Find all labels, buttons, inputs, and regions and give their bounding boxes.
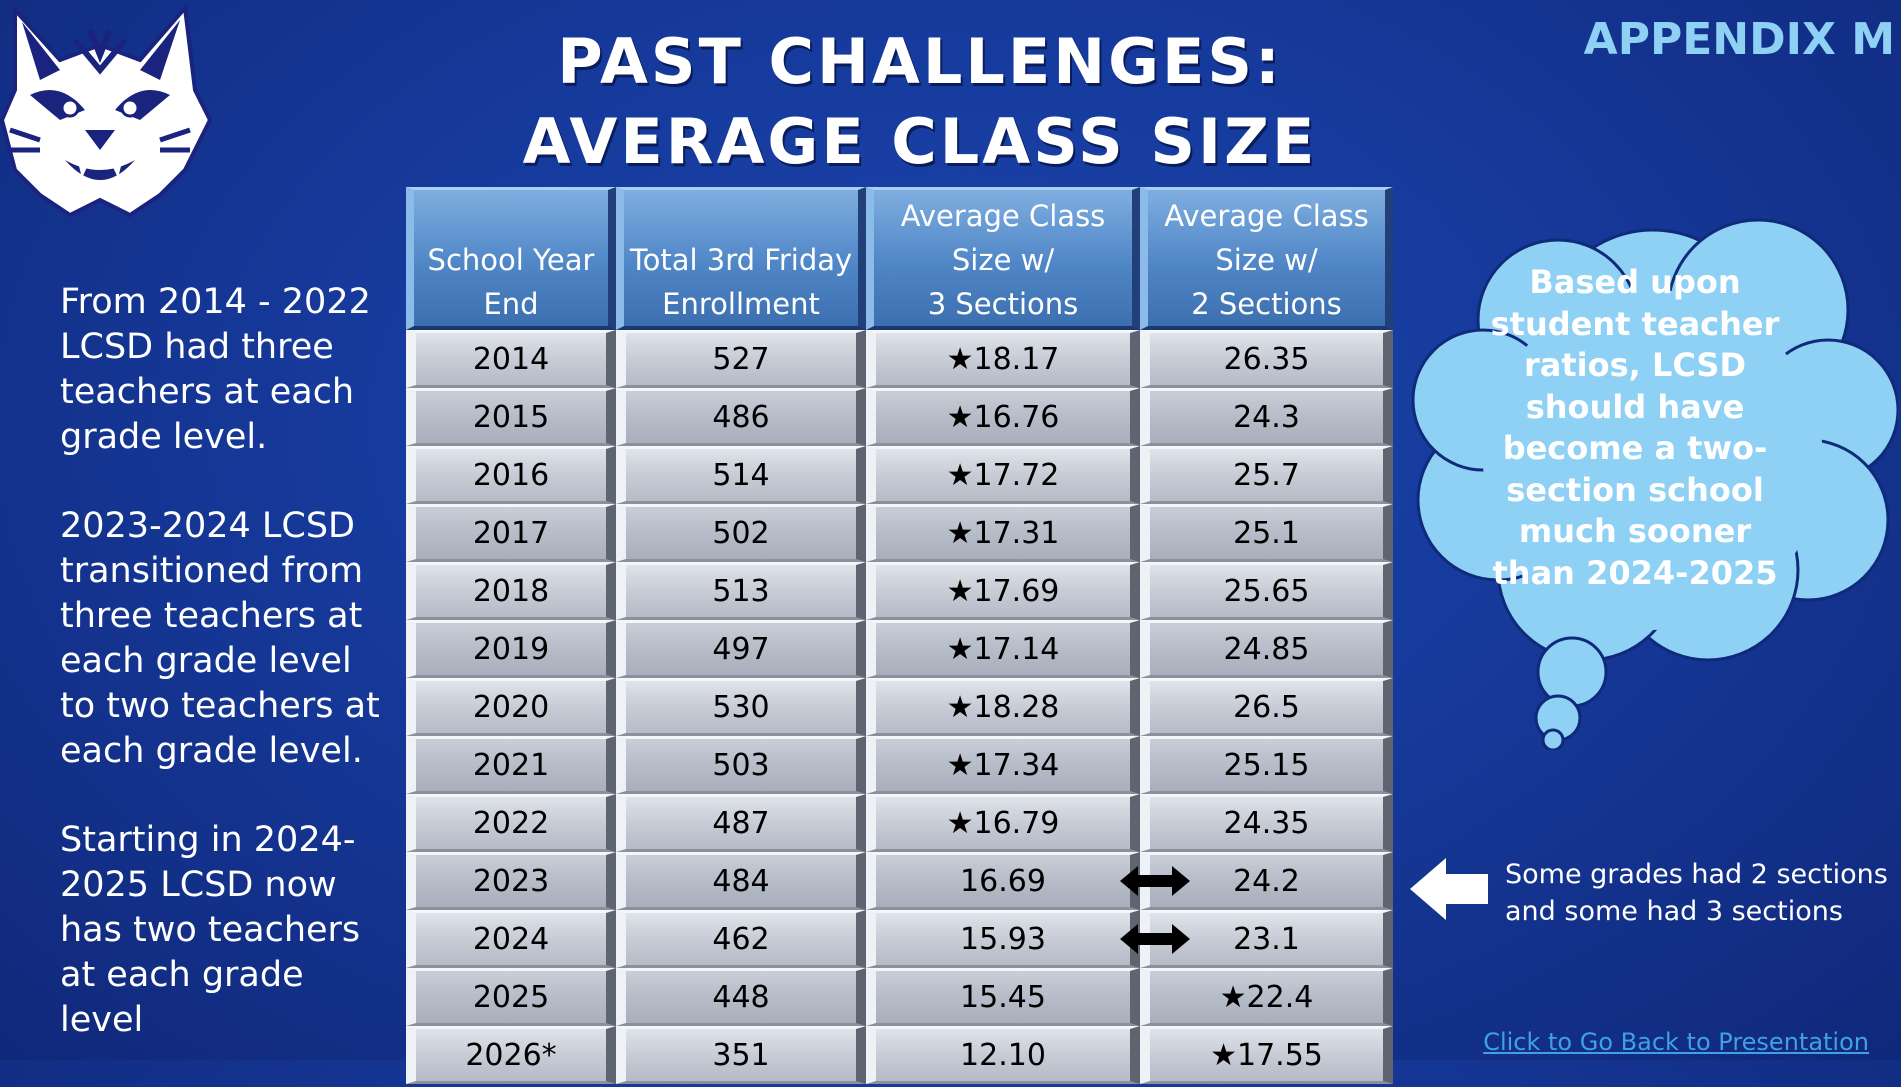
- cell-enrollment: 351: [616, 1026, 866, 1084]
- cell-year: 2025: [406, 968, 616, 1026]
- table-row: 2025 448 15.45 ★22.4: [406, 968, 1393, 1026]
- left-arrow-icon: [1410, 858, 1488, 920]
- cell-2-sections: 24.2: [1140, 852, 1393, 910]
- cell-enrollment: 497: [616, 620, 866, 678]
- cell-year: 2023: [406, 852, 616, 910]
- table-row: 2017 502 ★17.31 25.1: [406, 504, 1393, 562]
- table-row: 2026* 351 12.10 ★17.55: [406, 1026, 1393, 1084]
- header-2-sections: Average Class Size w/2 Sections: [1140, 187, 1393, 330]
- cell-enrollment: 486: [616, 388, 866, 446]
- page-title: PAST CHALLENGES: AVERAGE CLASS SIZE: [420, 22, 1420, 182]
- table-row: 2014 527 ★18.17 26.35: [406, 330, 1393, 388]
- cell-enrollment: 462: [616, 910, 866, 968]
- double-arrow-icon: [1120, 866, 1190, 896]
- cell-2-sections: 26.5: [1140, 678, 1393, 736]
- cell-year: 2021: [406, 736, 616, 794]
- header-3-sections: Average Class Size w/3 Sections: [866, 187, 1140, 330]
- cell-year: 2024: [406, 910, 616, 968]
- table-row: 2018 513 ★17.69 25.65: [406, 562, 1393, 620]
- cell-enrollment: 530: [616, 678, 866, 736]
- cell-3-sections: ★17.14: [866, 620, 1140, 678]
- cell-3-sections: ★17.31: [866, 504, 1140, 562]
- thought-bubble-line: should have: [1525, 387, 1745, 426]
- thought-bubble-icon: [1411, 218, 1898, 750]
- cell-2-sections: 24.3: [1140, 388, 1393, 446]
- thought-bubble-line: section school: [1506, 470, 1764, 509]
- thought-bubble-line: much sooner: [1518, 512, 1752, 550]
- sections-note: Some grades had 2 sections and some had …: [1505, 859, 1888, 927]
- cell-2-sections: ★17.55: [1140, 1026, 1393, 1084]
- paragraph-2: 2023-2024 LCSD transitioned from three t…: [60, 506, 380, 771]
- cell-3-sections: ★17.69: [866, 562, 1140, 620]
- title-line-2: AVERAGE CLASS SIZE: [522, 105, 1318, 178]
- cell-3-sections: 15.45: [866, 968, 1140, 1026]
- table-row: 2021 503 ★17.34 25.15: [406, 736, 1393, 794]
- paragraph-1: From 2014 - 2022 LCSD had three teachers…: [60, 282, 371, 457]
- cell-3-sections: ★18.28: [866, 678, 1140, 736]
- cell-2-sections: 25.7: [1140, 446, 1393, 504]
- thought-bubble-line: student teacher: [1490, 304, 1780, 343]
- left-description: From 2014 - 2022 LCSD had three teachers…: [60, 280, 390, 1087]
- cell-2-sections: ★22.4: [1140, 968, 1393, 1026]
- cell-2-sections: 25.15: [1140, 736, 1393, 794]
- cell-2-sections: 24.35: [1140, 794, 1393, 852]
- cell-2-sections: 24.85: [1140, 620, 1393, 678]
- thought-bubble-line: become a two-: [1502, 429, 1768, 467]
- cell-2-sections: 25.65: [1140, 562, 1393, 620]
- table-row: 2015 486 ★16.76 24.3: [406, 388, 1393, 446]
- cell-3-sections: 12.10: [866, 1026, 1140, 1084]
- cell-3-sections: 15.93: [866, 910, 1190, 968]
- thought-bubble-line: Based upon: [1529, 263, 1741, 301]
- cell-enrollment: 514: [616, 446, 866, 504]
- table-row: 2023 484 16.69 24.2: [406, 852, 1393, 910]
- cell-enrollment: 513: [616, 562, 866, 620]
- appendix-label: APPENDIX M: [1583, 14, 1895, 65]
- thought-bubble-line: than 2024-2025: [1492, 553, 1778, 592]
- cell-3-sections: 16.69: [866, 852, 1190, 910]
- cell-3-sections: ★16.76: [866, 388, 1140, 446]
- thought-bubble-line: ratios, LCSD: [1523, 346, 1747, 384]
- header-school-year: School Year End: [406, 187, 616, 330]
- header-enrollment: Total 3rd Friday Enrollment: [616, 187, 866, 330]
- cell-year: 2019: [406, 620, 616, 678]
- table-row: 2020 530 ★18.28 26.5: [406, 678, 1393, 736]
- table-row: 2024 462 15.93 23.1: [406, 910, 1393, 968]
- cell-enrollment: 527: [616, 330, 866, 388]
- cell-year: 2015: [406, 388, 616, 446]
- cell-2-sections: 26.35: [1140, 330, 1393, 388]
- table-row: 2016 514 ★17.72 25.7: [406, 446, 1393, 504]
- table-header-row: School Year End Total 3rd Friday Enrollmen…: [406, 187, 1393, 330]
- class-size-table: School Year End Total 3rd Friday Enrollmen…: [406, 187, 1393, 1084]
- cell-enrollment: 502: [616, 504, 866, 562]
- double-arrow-icon: [1120, 924, 1190, 954]
- cell-3-sections: ★17.72: [866, 446, 1140, 504]
- cell-3-sections: ★16.79: [866, 794, 1140, 852]
- cell-enrollment: 487: [616, 794, 866, 852]
- paragraph-3: Starting in 2024-2025 LCSD now has two t…: [60, 820, 361, 1040]
- cell-year: 2020: [406, 678, 616, 736]
- cell-3-sections: ★18.17: [866, 330, 1140, 388]
- cell-year: 2018: [406, 562, 616, 620]
- cell-2-sections: 25.1: [1140, 504, 1393, 562]
- cell-enrollment: 484: [616, 852, 866, 910]
- cell-year: 2022: [406, 794, 616, 852]
- cell-year: 2017: [406, 504, 616, 562]
- thought-bubble-text: Based upon student teacher ratios, LCSD sho…: [1480, 262, 1790, 594]
- cell-year: 2016: [406, 446, 616, 504]
- cell-year: 2026*: [406, 1026, 616, 1084]
- cell-year: 2014: [406, 330, 616, 388]
- cell-enrollment: 503: [616, 736, 866, 794]
- title-line-1: PAST CHALLENGES:: [557, 25, 1283, 98]
- cell-3-sections: ★17.34: [866, 736, 1140, 794]
- wildcat-mascot-icon: [0, 3, 213, 218]
- cell-enrollment: 448: [616, 968, 866, 1026]
- table-row: 2019 497 ★17.14 24.85: [406, 620, 1393, 678]
- cell-2-sections: 23.1: [1140, 910, 1393, 968]
- table-row: 2022 487 ★16.79 24.35: [406, 794, 1393, 852]
- back-to-presentation-link[interactable]: Click to Go Back to Presentation: [1483, 1028, 1869, 1056]
